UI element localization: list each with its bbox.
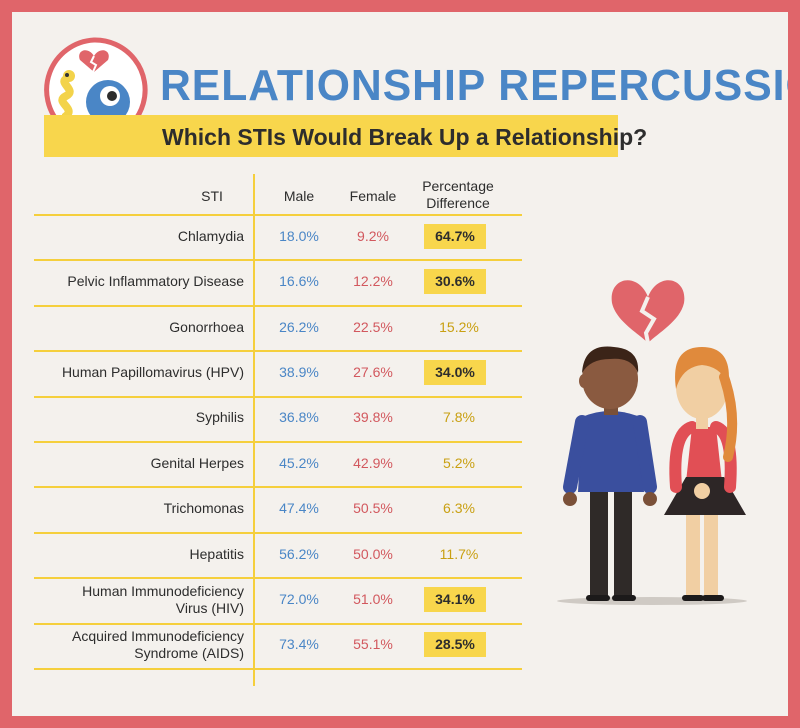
- male-value: 36.8%: [279, 409, 319, 426]
- percentage-difference-value: 11.7%: [439, 545, 479, 562]
- male-value: 45.2%: [279, 454, 319, 471]
- male-value: 72.0%: [279, 590, 319, 607]
- row-divider: [34, 531, 522, 534]
- row-divider: [34, 486, 522, 489]
- page-subtitle: Which STIs Would Break Up a Relationship…: [162, 124, 648, 150]
- row-divider: [34, 441, 522, 443]
- row-divider: [34, 395, 522, 398]
- column-header-female: Female: [349, 188, 397, 204]
- percentage-difference-value: 6.3%: [443, 500, 475, 517]
- sti-name: Genital Herpes: [150, 454, 244, 471]
- row-divider: [34, 214, 522, 216]
- male-value: 16.6%: [279, 273, 319, 290]
- sti-name: Hepatitis: [189, 545, 244, 562]
- column-header-sti: STI: [201, 188, 223, 204]
- male-value: 26.2%: [279, 318, 319, 335]
- female-value: 42.9%: [353, 454, 393, 471]
- page-title: RELATIONSHIP REPERCUSSIONS: [160, 61, 788, 110]
- female-value: 50.5%: [353, 500, 393, 517]
- female-value: 50.0%: [353, 545, 393, 562]
- female-value: 51.0%: [353, 590, 393, 607]
- sti-name: Acquired Immunodeficiency Syndrome (AIDS…: [72, 628, 244, 662]
- female-value: 22.5%: [353, 318, 393, 335]
- row-divider: [34, 668, 522, 670]
- row-divider: [34, 577, 522, 580]
- percentage-difference-value: 7.8%: [443, 409, 475, 426]
- male-value: 38.9%: [279, 363, 319, 380]
- row-divider: [34, 622, 522, 625]
- male-value: 73.4%: [279, 636, 319, 653]
- female-value: 27.6%: [353, 363, 393, 380]
- column-header-percentage-difference: Percentage Difference: [422, 178, 494, 211]
- sti-name: Pelvic Inflammatory Disease: [67, 273, 244, 290]
- broken-heart-icon: [79, 50, 109, 73]
- sti-name: Human Papillomavirus (HPV): [61, 363, 244, 380]
- sti-name: Chlamydia: [177, 227, 244, 244]
- sti-name: Trichomonas: [163, 500, 244, 517]
- female-value: 39.8%: [353, 409, 393, 426]
- man-figure: [563, 346, 657, 601]
- woman-figure: [664, 347, 746, 601]
- sti-name: Human Immunodeficiency Virus (HIV): [82, 582, 244, 616]
- column-header-male: Male: [283, 188, 315, 204]
- broken-heart-icon: [611, 280, 685, 344]
- row-divider: [34, 304, 522, 307]
- percentage-difference-value: 28.5%: [424, 632, 486, 658]
- percentage-difference-value: 34.0%: [424, 359, 486, 385]
- percentage-difference-value: 5.2%: [443, 454, 475, 471]
- sti-name: Syphilis: [195, 409, 244, 426]
- subtitle-banner: [44, 115, 618, 157]
- percentage-difference-value: 15.2%: [439, 318, 479, 335]
- sti-name: Gonorrhoea: [169, 318, 244, 335]
- percentage-difference-value: 34.1%: [424, 586, 486, 612]
- column-divider: [253, 174, 255, 686]
- male-value: 56.2%: [279, 545, 319, 562]
- row-divider: [34, 259, 522, 262]
- female-value: 9.2%: [357, 227, 389, 244]
- row-divider: [34, 350, 522, 353]
- percentage-difference-value: 64.7%: [424, 223, 486, 249]
- female-value: 55.1%: [353, 636, 393, 653]
- percentage-difference-value: 30.6%: [424, 269, 486, 295]
- male-value: 18.0%: [279, 227, 319, 244]
- female-value: 12.2%: [353, 273, 393, 290]
- infographic-frame: RELATIONSHIP REPERCUSSIONS Which STIs Wo…: [12, 12, 788, 716]
- male-value: 47.4%: [279, 500, 319, 517]
- couple-illustration: [557, 280, 747, 605]
